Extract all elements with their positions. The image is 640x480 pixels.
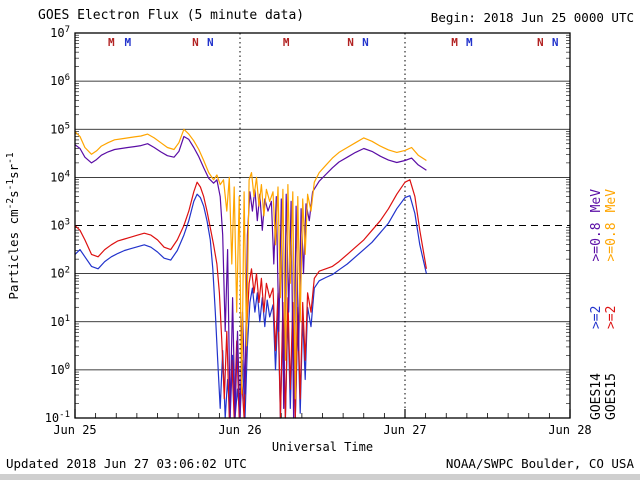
- series-goes14-gt2mev: [74, 193, 427, 419]
- plot-border: [74, 32, 571, 419]
- x-axis-tick-label: Jun 28: [548, 423, 591, 437]
- y-axis-tick-label: 101: [50, 314, 70, 329]
- y-axis-tick-label: 103: [50, 218, 70, 233]
- series-goes14-gt0.8mev: [74, 135, 427, 419]
- series-goes15-gt2mev: [74, 179, 427, 419]
- noon-midnight-marker: N: [362, 36, 369, 49]
- y-axis-tick-label: 107: [50, 25, 70, 40]
- noon-midnight-marker: M: [451, 36, 458, 49]
- chart-title: GOES Electron Flux (5 minute data): [38, 8, 305, 23]
- noon-midnight-marker: N: [347, 36, 354, 49]
- y-axis-tick-label: 100: [50, 362, 70, 377]
- data-source-label: NOAA/SWPC Boulder, CO USA: [445, 456, 634, 471]
- noon-midnight-marker: N: [192, 36, 199, 49]
- x-axis-tick-label: Jun 26: [218, 423, 261, 437]
- noon-midnight-marker: M: [466, 36, 473, 49]
- y-axis-tick-label: 104: [50, 169, 70, 184]
- x-axis-tick-label: Jun 25: [53, 423, 96, 437]
- y-axis-tick-label: 105: [50, 121, 70, 136]
- updated-timestamp: Updated 2018 Jun 27 03:06:02 UTC: [6, 456, 247, 471]
- noon-midnight-marker: N: [552, 36, 559, 49]
- y-axis-title: Particles cm-2s-1sr-1: [5, 152, 21, 300]
- noon-midnight-marker: N: [537, 36, 544, 49]
- x-axis-title: Universal Time: [271, 440, 374, 454]
- noon-midnight-marker: N: [207, 36, 214, 49]
- right-legend-goes14: GOES14>=2>=0.8MeV: [589, 189, 604, 420]
- series-goes15-gt0.8mev: [74, 128, 427, 400]
- begin-timestamp: Begin: 2018 Jun 25 0000 UTC: [430, 10, 634, 25]
- noon-midnight-marker: M: [108, 36, 115, 49]
- window-edge-strip: [0, 474, 640, 480]
- y-axis-tick-label: 10-1: [45, 410, 70, 425]
- y-axis-tick-label: 106: [50, 73, 70, 88]
- noon-midnight-marker: M: [124, 36, 131, 49]
- y-axis-tick-label: 102: [50, 266, 70, 281]
- x-axis-tick-label: Jun 27: [383, 423, 426, 437]
- noon-midnight-marker: M: [283, 36, 290, 49]
- right-legend-goes15: GOES15>=2>=0.8MeV: [604, 189, 619, 420]
